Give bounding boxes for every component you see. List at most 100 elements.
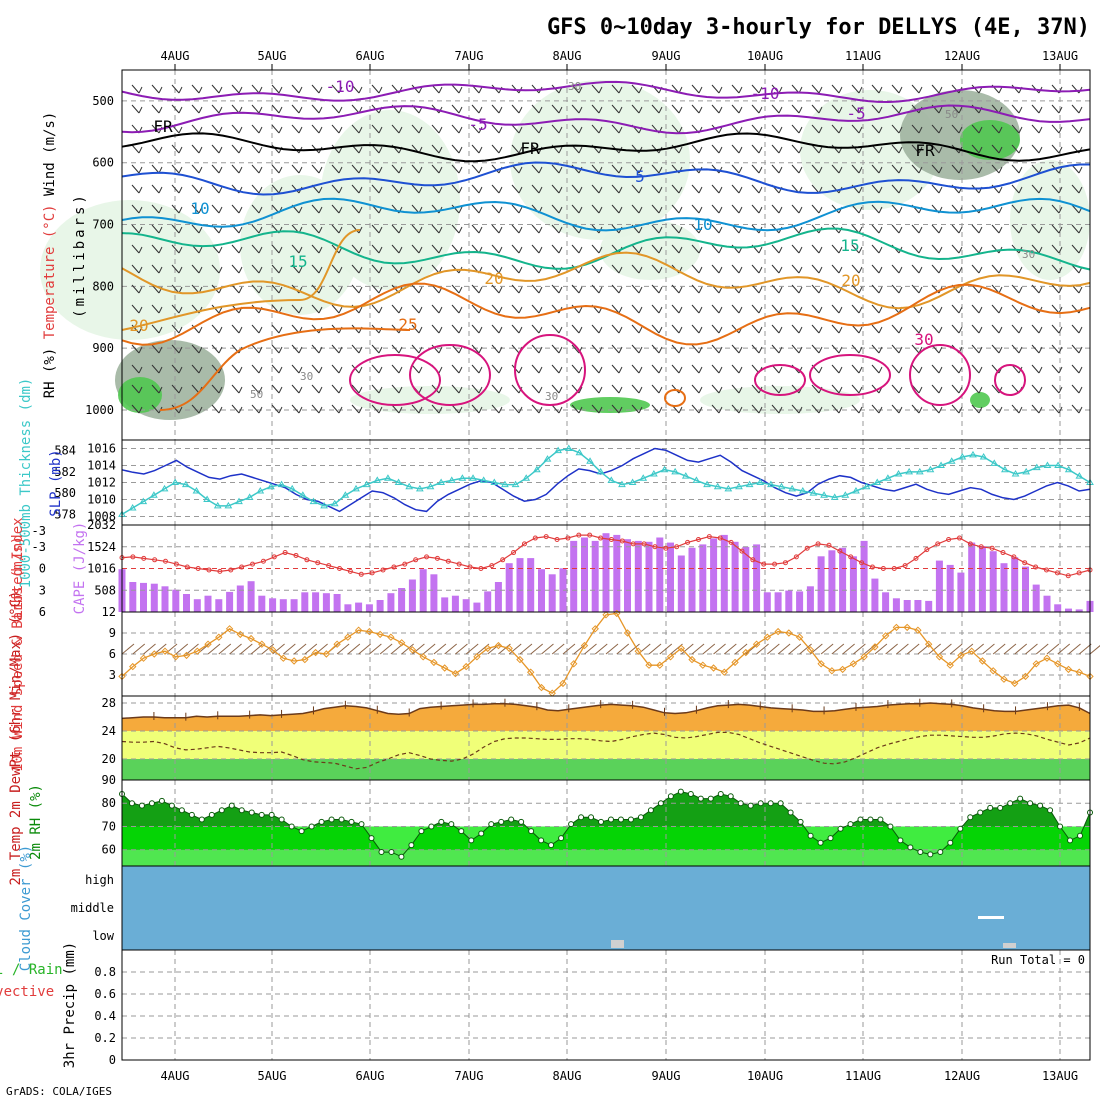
cape-bar	[129, 582, 137, 612]
wind-barb	[891, 224, 900, 234]
cape-bar	[516, 558, 524, 612]
rh-point	[697, 795, 704, 802]
panel-background	[122, 950, 1090, 1060]
wind-barb	[991, 224, 1000, 234]
wind-barb-flag	[338, 206, 343, 214]
contour-20-lower	[121, 229, 361, 331]
wind-barb	[471, 404, 480, 414]
wind-barb	[591, 104, 600, 114]
rh-contour-label: 50	[250, 388, 263, 401]
rh-point	[468, 837, 475, 844]
wind-barb-flag	[858, 346, 863, 354]
ylabel-part: Temperature (°C)	[42, 196, 58, 339]
wind-barb	[651, 404, 660, 414]
chart-title: GFS 0~10day 3-hourly for DELLYS (4E, 37N…	[547, 15, 1090, 40]
wind-barb	[531, 164, 540, 174]
wind-barb	[731, 284, 740, 294]
wind-barb	[751, 104, 760, 114]
wind-barb-flag	[738, 166, 743, 174]
rh-point	[607, 816, 614, 823]
wind-barb	[531, 304, 540, 314]
wind-barb-flag	[618, 126, 623, 134]
wind-barb-flag	[758, 406, 763, 414]
wind-barb-flag	[458, 386, 463, 394]
wind-barb	[651, 184, 660, 194]
cape-bar	[935, 560, 943, 612]
thickness-point	[809, 489, 818, 496]
cape-bar	[624, 539, 631, 612]
wind-barb	[511, 284, 520, 294]
wind-barb-flag	[958, 266, 963, 274]
wind-speed-point	[225, 625, 234, 633]
wind-barb	[851, 404, 860, 414]
wind-speed-point	[473, 653, 481, 661]
wind-speed-point	[1043, 654, 1051, 662]
rh-point	[138, 802, 145, 809]
wind-speed-point	[881, 632, 890, 640]
wind-speed-point	[742, 648, 750, 657]
cape-bar	[570, 540, 578, 612]
wind-barb	[971, 144, 980, 154]
wind-barb-flag	[318, 266, 323, 274]
wind-barb-flag	[138, 186, 143, 194]
wind-barb	[131, 144, 140, 154]
wind-speed-point	[1064, 665, 1073, 674]
wind-barb	[851, 204, 860, 214]
wind-barb-flag	[898, 326, 903, 334]
wind-barb-flag	[678, 286, 683, 294]
lifted-point	[641, 541, 647, 547]
wind-barb	[891, 344, 900, 354]
wind-barb-flag	[818, 126, 823, 134]
wind-barb-flag	[778, 246, 783, 254]
wind-barb-flag	[958, 326, 963, 334]
wind-barb-flag	[198, 86, 203, 94]
contour-30-loop	[409, 344, 491, 406]
wind-barb	[491, 304, 500, 314]
surface-wind-barb	[584, 643, 597, 655]
wind-barb-flag	[518, 326, 523, 334]
wind-barb-flag	[978, 386, 983, 394]
top-x-tick-label: 10AUG	[747, 49, 783, 63]
wind-barb	[251, 164, 260, 174]
thickness-point	[341, 491, 350, 498]
wind-barb	[1011, 184, 1020, 194]
wind-barb-flag	[638, 106, 643, 114]
wind-barb	[731, 364, 740, 374]
rh-point	[238, 807, 245, 814]
wind-barb-flag	[238, 266, 243, 274]
wind-barb	[451, 144, 460, 154]
rh-point	[907, 844, 914, 851]
wind-barb	[911, 124, 920, 134]
thickness-point	[820, 491, 828, 498]
wind-barb	[651, 304, 660, 314]
wind-barb-flag	[778, 146, 783, 154]
lifted-point	[576, 532, 582, 538]
wind-barb	[1071, 364, 1080, 374]
wind-barb-flag	[358, 126, 363, 134]
wind-barb	[651, 164, 660, 174]
wind-barb-flag	[858, 86, 863, 94]
wind-barb-flag	[318, 406, 323, 414]
wind-barb	[691, 384, 700, 394]
wind-barb	[391, 364, 400, 374]
wind-barb	[591, 184, 600, 194]
wind-barb-flag	[738, 126, 743, 134]
wind-barb	[571, 204, 580, 214]
wind-barb	[291, 384, 300, 394]
wind-barb-flag	[578, 406, 583, 414]
wind-barb-flag	[878, 146, 883, 154]
wind-barb	[891, 204, 900, 214]
wind-barb-flag	[238, 226, 243, 234]
wind-speed-point	[677, 644, 685, 653]
rh-point	[637, 814, 644, 821]
wind-barb-flag	[678, 226, 683, 234]
wind-barb	[851, 84, 860, 94]
wind-barb-flag	[738, 86, 743, 94]
wind-barb-flag	[538, 366, 543, 374]
wind-barb-flag	[938, 266, 943, 274]
surface-wind-barb	[863, 643, 877, 655]
surface-wind-barb	[519, 643, 533, 655]
wind-barb-flag	[418, 86, 423, 94]
wind-barb-flag	[1058, 186, 1063, 194]
wind-barb	[891, 364, 900, 374]
